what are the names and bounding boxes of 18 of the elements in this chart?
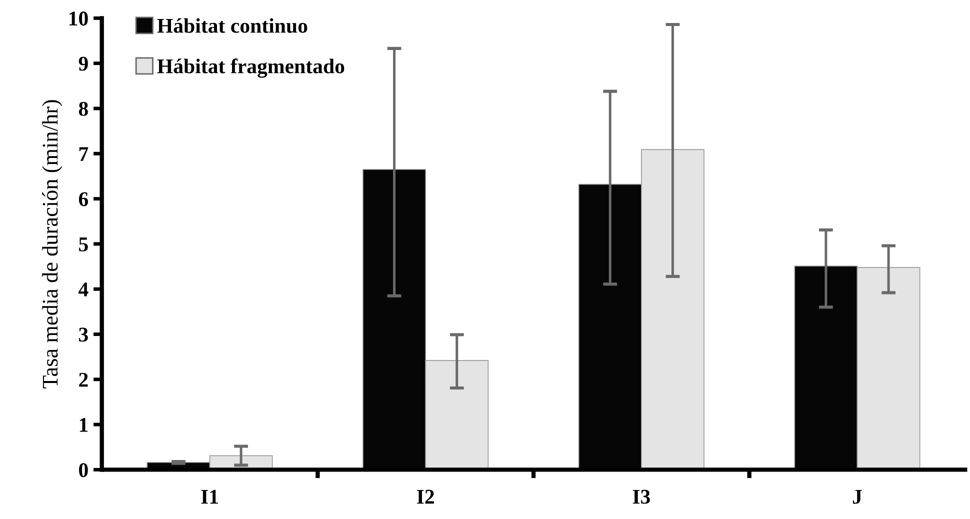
x-tick-label: I1 [201, 490, 218, 504]
y-tick-label: 8 [78, 102, 88, 116]
y-tick-label: 9 [78, 56, 88, 71]
y-tick-label: 3 [79, 328, 88, 342]
legend-label: Hábitat continuo [157, 18, 308, 33]
y-tick-label: 1 [80, 418, 88, 432]
x-tick-label: J [852, 490, 862, 504]
y-axis-title: Tasa media de duración (min/hr) [42, 100, 62, 388]
x-tick-label: I2 [417, 490, 434, 504]
legend-label: Hábitat fragmentado [157, 58, 344, 78]
y-tick-label: 7 [79, 147, 88, 161]
y-tick-label: 6 [78, 192, 88, 206]
y-tick-label: 0 [79, 463, 88, 478]
y-tick-label: 5 [79, 238, 88, 252]
x-tick-label: I3 [632, 490, 650, 504]
y-tick-label: 4 [78, 282, 88, 296]
y-tick-label: 2 [79, 372, 88, 387]
y-tick-label: 10 [69, 12, 88, 26]
